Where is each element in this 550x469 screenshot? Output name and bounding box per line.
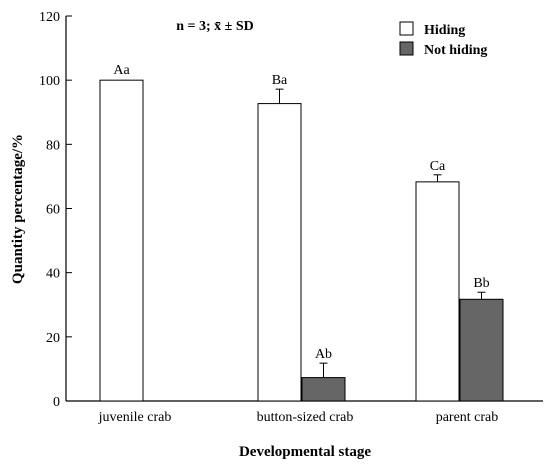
x-tick-label: juvenile crab [98, 410, 172, 425]
y-tick-label: 100 [39, 74, 60, 89]
bar-hiding [99, 79, 144, 402]
legend: Hiding Not hiding [399, 21, 487, 58]
bar-significance-label: Bb [473, 276, 489, 291]
bars: Aa Ba Ca Ab Bb [99, 63, 504, 402]
y-tick-label: 60 [46, 203, 60, 218]
bar-significance-label: Ab [315, 347, 332, 362]
y-axis-title: Quantity percentage/% [10, 134, 26, 284]
legend-swatch-not-hiding [399, 41, 414, 56]
bar-not-hiding [459, 298, 504, 402]
bar-significance-label: Ba [272, 73, 288, 88]
x-tick-label: parent crab [436, 410, 499, 425]
y-tick-label: 120 [39, 10, 60, 25]
bar-significance-label: Ca [430, 159, 446, 174]
bar-hiding [415, 181, 460, 402]
legend-label-hiding: Hiding [424, 23, 465, 38]
chart-annotation: n = 3; x̄ ± SD [176, 19, 254, 34]
y-ticks: 0 20 40 60 80 100 120 [39, 10, 72, 410]
y-tick-label: 20 [46, 331, 60, 346]
bar-not-hiding [301, 377, 346, 402]
legend-swatch-hiding [399, 21, 414, 36]
x-axis-title: Developmental stage [239, 444, 371, 460]
bar-hiding [257, 103, 302, 402]
y-tick-label: 0 [53, 395, 60, 410]
bar-significance-label: Aa [113, 63, 130, 78]
legend-label-not-hiding: Not hiding [424, 43, 487, 58]
x-tick-label: button-sized crab [257, 410, 354, 425]
y-tick-label: 80 [46, 138, 60, 153]
y-tick-label: 40 [46, 267, 60, 282]
